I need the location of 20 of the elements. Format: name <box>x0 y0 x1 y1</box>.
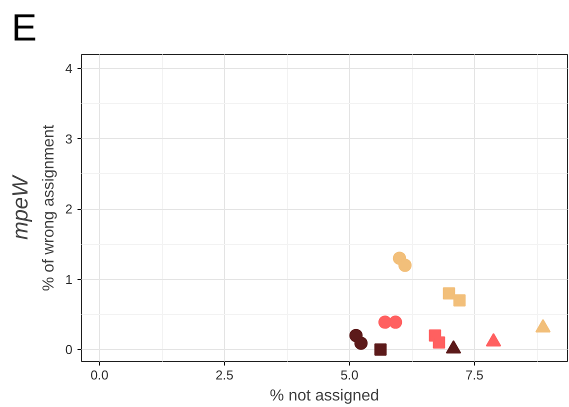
text: mpeW <box>8 174 32 240</box>
point <box>453 294 466 307</box>
y-tick-label: 2 <box>65 202 73 217</box>
point <box>354 336 368 350</box>
y-tick-label: 4 <box>65 61 73 76</box>
point <box>388 316 402 329</box>
chart-title: E <box>12 8 37 50</box>
y-tick-label: 0 <box>65 342 73 358</box>
x-tick-label: 0.0 <box>90 368 109 382</box>
y-tick-label: 3 <box>65 131 73 146</box>
point <box>398 258 412 272</box>
x-axis-title: % not assigned <box>270 388 380 404</box>
y-tick-label: 1 <box>65 272 73 287</box>
x-tick-label: 7.5 <box>465 368 484 382</box>
y-axis-title: % of wrong assignment <box>40 124 58 292</box>
x-tick-label: 5.0 <box>340 368 359 382</box>
point <box>374 343 387 356</box>
x-tick-label: 2.5 <box>215 368 234 382</box>
point <box>442 287 456 300</box>
point <box>432 336 446 349</box>
